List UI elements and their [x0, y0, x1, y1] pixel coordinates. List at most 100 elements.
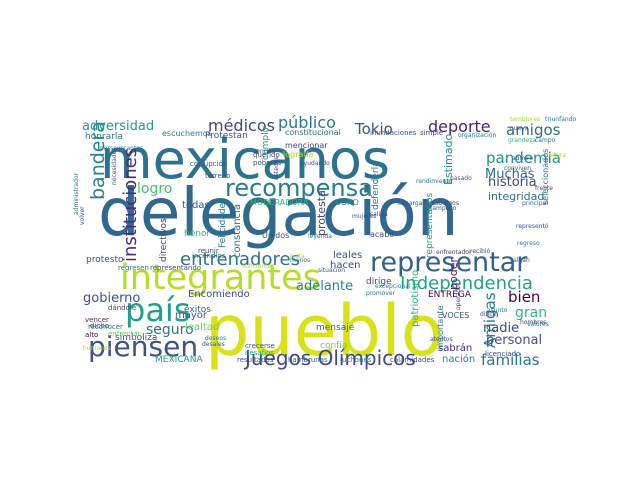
cloud-word: difícil — [480, 311, 496, 318]
cloud-word: administrador — [73, 172, 80, 215]
cloud-word: confía — [320, 341, 347, 351]
cloud-word: lograda — [283, 150, 313, 159]
cloud-word: acabo — [370, 230, 394, 239]
cloud-word: promover — [366, 290, 396, 297]
cloud-word: escuchemos — [162, 129, 212, 138]
cloud-word: Independencia — [400, 273, 533, 294]
cloud-word: excepcional — [375, 283, 411, 290]
cloud-word: deporte — [428, 117, 491, 136]
cloud-word: incendios — [192, 252, 226, 260]
cloud-word: conviven — [504, 165, 531, 172]
cloud-word: Protestan — [205, 131, 248, 141]
cloud-word: desales — [202, 341, 225, 348]
cloud-word: situación — [318, 267, 345, 274]
cloud-word: dicho — [90, 322, 109, 330]
cloud-word: constancia — [232, 204, 243, 258]
cloud-word: simple — [420, 129, 443, 137]
cloud-word: perseverantes — [100, 145, 143, 152]
cloud-word: Felicidades — [218, 198, 228, 248]
cloud-word: Estimado — [442, 134, 455, 185]
cloud-word: operador — [455, 282, 462, 310]
cloud-word: terreno — [205, 172, 231, 180]
cloud-word: VOCES — [442, 311, 469, 320]
cloud-word: pueblo — [205, 290, 444, 372]
cloud-word: éxitos — [184, 304, 211, 315]
cloud-word: vencer — [85, 316, 109, 324]
cloud-word: deseos — [205, 335, 226, 342]
cloud-word: país — [125, 291, 190, 329]
cloud-word: médicos — [208, 116, 275, 135]
cloud-word: Tokio — [354, 120, 393, 138]
cloud-word: crecerse — [245, 342, 275, 350]
cloud-word: hacen — [330, 260, 360, 271]
cloud-word: nación — [442, 353, 475, 365]
cloud-word: personal — [486, 333, 542, 348]
cloud-word: volver — [79, 206, 86, 225]
cloud-word: bandera — [87, 121, 109, 200]
cloud-word: adversidad — [82, 119, 154, 134]
cloud-word: amigos — [506, 121, 561, 139]
cloud-word: triunfando — [545, 116, 576, 123]
cloud-word: Juegos Olímpicos — [243, 346, 416, 370]
cloud-word: desafíos — [245, 349, 274, 357]
cloud-word: Encomiendo — [188, 289, 250, 300]
cloud-word: suficiente — [242, 263, 272, 270]
cloud-word: humanos — [83, 345, 111, 352]
cloud-word: atentos — [430, 336, 453, 343]
cloud-word: piensen — [88, 330, 198, 363]
cloud-word: enfrentar — [108, 330, 141, 338]
cloud-word: MEXICANA — [155, 355, 203, 365]
cloud-word: admiro — [512, 155, 533, 162]
cloud-word: alto — [85, 331, 98, 339]
cloud-word: Muchas — [485, 167, 535, 182]
cloud-word: enfrentador — [436, 249, 472, 256]
cloud-word: organización — [458, 132, 496, 139]
cloud-word: rendimiento — [416, 178, 453, 185]
cloud-word: menos — [290, 257, 310, 264]
cloud-word: sabrán — [438, 342, 472, 354]
cloud-word: poder — [447, 258, 460, 290]
cloud-word: ENTREGA — [428, 290, 472, 300]
cloud-word: constitucional — [285, 128, 341, 137]
cloud-word: principal — [522, 200, 548, 207]
cloud-word: reconocer — [88, 323, 123, 331]
cloud-word: lealtad — [185, 322, 219, 333]
cloud-word: todas — [182, 200, 210, 211]
cloud-word: representar — [370, 247, 528, 278]
cloud-word: delegación — [98, 174, 459, 251]
cloud-word: leales — [333, 250, 362, 261]
cloud-word: nueva — [510, 125, 529, 132]
cloud-word: logro — [137, 181, 172, 197]
cloud-word: integrantes — [120, 258, 321, 298]
cloud-word: resultados — [237, 356, 274, 364]
cloud-word: salgan — [510, 257, 530, 264]
cloud-word: hambrunas — [288, 356, 328, 364]
cloud-word: cumplir — [261, 126, 271, 160]
cloud-word: sencillo — [253, 148, 276, 155]
cloud-word: integridad — [488, 190, 544, 203]
cloud-word: importante — [436, 305, 445, 350]
cloud-word: encargada — [398, 200, 430, 207]
cloud-word: ustedes — [273, 156, 280, 180]
cloud-word: tampoco — [430, 205, 457, 212]
cloud-word: Unidos — [262, 231, 289, 240]
cloud-word: adelante — [296, 279, 353, 294]
cloud-word: historia — [488, 175, 537, 190]
cloud-word: necesidades — [111, 148, 118, 185]
cloud-word: representando — [150, 264, 201, 272]
cloud-word: salida — [370, 211, 388, 218]
cloud-word: seguro — [146, 322, 194, 338]
cloud-word: nadie — [483, 321, 519, 336]
cloud-word: mencionar — [285, 141, 328, 150]
cloud-word: hombres — [520, 319, 546, 326]
cloud-word: campo — [535, 137, 556, 144]
cloud-word: grandeza — [508, 137, 536, 144]
cloud-word: representó — [516, 223, 549, 230]
cloud-word: valores — [527, 321, 549, 328]
cloud-word: directivos — [159, 218, 169, 262]
cloud-word: leyenda — [308, 233, 332, 240]
cloud-word: protesta — [315, 190, 328, 236]
cloud-word: regresen — [118, 264, 149, 272]
cloud-word: familias — [481, 351, 540, 369]
